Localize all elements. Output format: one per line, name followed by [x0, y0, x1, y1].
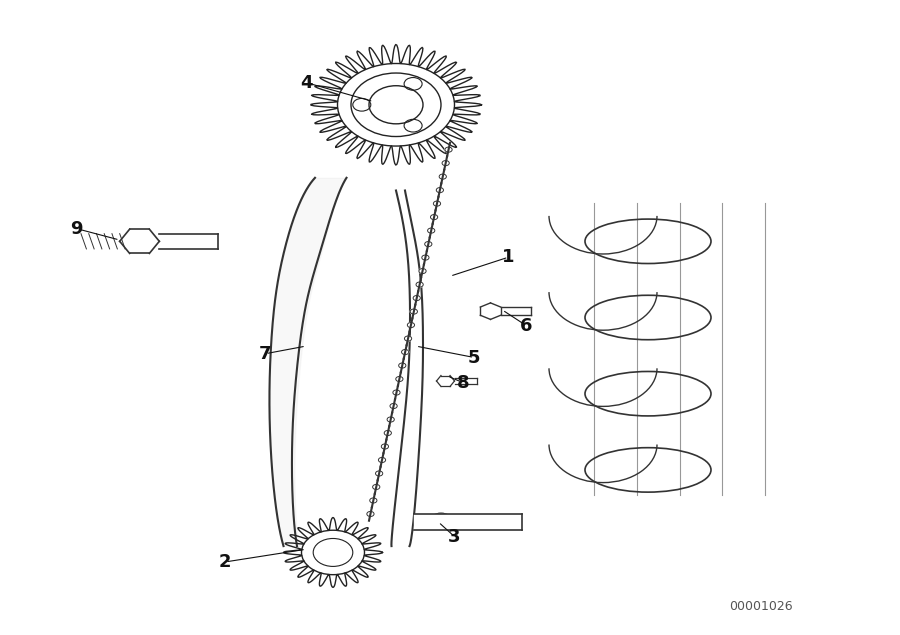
Circle shape: [393, 390, 400, 395]
Circle shape: [404, 119, 422, 132]
Text: 8: 8: [457, 374, 470, 392]
Circle shape: [404, 336, 411, 341]
Circle shape: [313, 538, 353, 566]
Circle shape: [413, 295, 420, 300]
Circle shape: [436, 187, 444, 192]
Bar: [159, 234, 218, 249]
Circle shape: [396, 377, 403, 382]
Text: 3: 3: [448, 528, 461, 545]
Circle shape: [384, 431, 392, 436]
Circle shape: [351, 73, 441, 137]
Circle shape: [410, 309, 418, 314]
Text: 7: 7: [259, 345, 272, 363]
Circle shape: [390, 403, 397, 408]
Circle shape: [387, 417, 394, 422]
Circle shape: [353, 98, 371, 111]
Circle shape: [367, 511, 374, 516]
Circle shape: [445, 147, 452, 152]
Circle shape: [442, 161, 449, 166]
Circle shape: [375, 471, 382, 476]
Circle shape: [401, 349, 409, 354]
Circle shape: [370, 498, 377, 503]
Circle shape: [338, 64, 454, 146]
Circle shape: [430, 215, 437, 220]
Text: 6: 6: [520, 317, 533, 335]
Text: 1: 1: [502, 248, 515, 266]
Text: 5: 5: [468, 349, 481, 366]
Circle shape: [434, 201, 441, 206]
Circle shape: [418, 269, 426, 274]
Circle shape: [439, 174, 446, 179]
Circle shape: [408, 323, 415, 328]
Circle shape: [422, 255, 429, 260]
Circle shape: [399, 363, 406, 368]
Circle shape: [378, 457, 385, 462]
Circle shape: [430, 513, 452, 528]
Text: 9: 9: [70, 220, 83, 237]
Circle shape: [373, 485, 380, 490]
Circle shape: [302, 530, 364, 575]
Circle shape: [416, 282, 423, 287]
Circle shape: [428, 228, 435, 233]
Text: 4: 4: [300, 74, 312, 91]
Circle shape: [404, 77, 422, 90]
Circle shape: [382, 444, 389, 449]
Bar: [414, 514, 522, 530]
Text: 2: 2: [219, 553, 231, 571]
Text: 00001026: 00001026: [729, 600, 792, 613]
Circle shape: [425, 241, 432, 246]
Circle shape: [369, 86, 423, 124]
